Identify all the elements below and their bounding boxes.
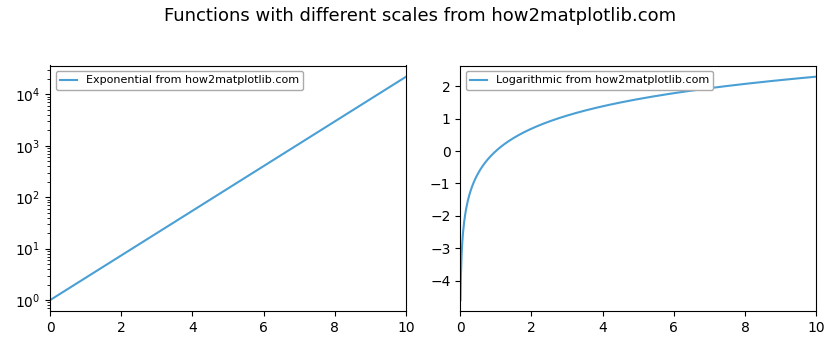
- Exponential from how2matplotlib.com: [290, 145, 300, 149]
- Logarithmic from how2matplotlib.com: [739, 82, 749, 86]
- Logarithmic from how2matplotlib.com: [612, 101, 622, 105]
- Text: Functions with different scales from how2matplotlib.com: Functions with different scales from how…: [164, 7, 676, 25]
- Logarithmic from how2matplotlib.com: [732, 83, 743, 87]
- Logarithmic from how2matplotlib.com: [811, 75, 822, 79]
- Exponential from how2matplotlib.com: [81, 275, 92, 279]
- Logarithmic from how2matplotlib.com: [599, 104, 609, 108]
- Exponential from how2matplotlib.com: [45, 298, 55, 302]
- Exponential from how2matplotlib.com: [329, 120, 339, 124]
- Exponential from how2matplotlib.com: [323, 124, 333, 128]
- Line: Exponential from how2matplotlib.com: Exponential from how2matplotlib.com: [50, 77, 406, 300]
- Logarithmic from how2matplotlib.com: [491, 148, 501, 152]
- Legend: Exponential from how2matplotlib.com: Exponential from how2matplotlib.com: [55, 71, 303, 90]
- Line: Logarithmic from how2matplotlib.com: Logarithmic from how2matplotlib.com: [460, 77, 816, 300]
- Legend: Logarithmic from how2matplotlib.com: Logarithmic from how2matplotlib.com: [465, 71, 713, 90]
- Logarithmic from how2matplotlib.com: [700, 87, 710, 91]
- Exponential from how2matplotlib.com: [202, 199, 212, 204]
- Exponential from how2matplotlib.com: [189, 208, 199, 212]
- Exponential from how2matplotlib.com: [401, 75, 411, 79]
- Logarithmic from how2matplotlib.com: [455, 298, 465, 302]
